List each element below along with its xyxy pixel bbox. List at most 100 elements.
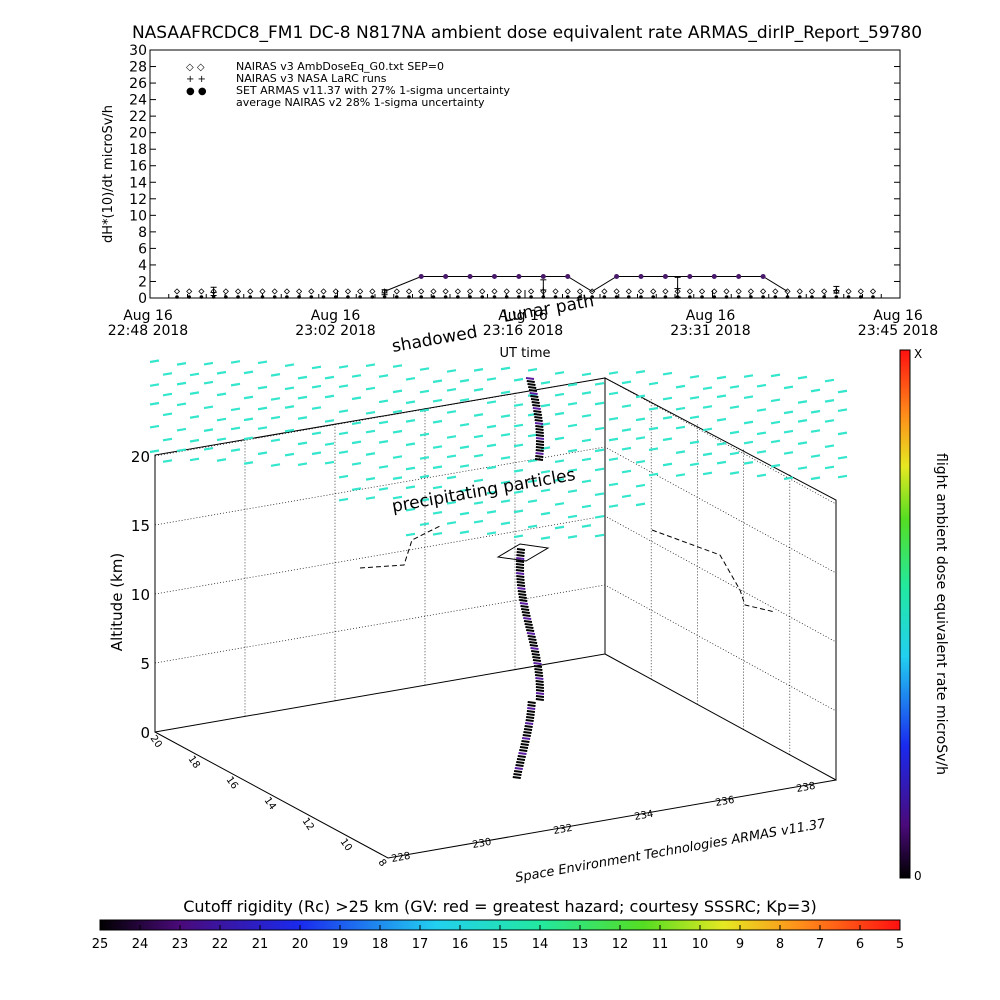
- particle-dash: [540, 488, 551, 493]
- particle-dash: [284, 386, 295, 391]
- flight-path-mark: [535, 428, 544, 431]
- armas-point: [480, 295, 485, 299]
- particle-dash: [824, 399, 835, 403]
- flight-path-mark: [516, 581, 525, 584]
- particle-dash: [756, 383, 767, 388]
- particle-dash: [783, 385, 794, 390]
- flight-path-mark: [531, 650, 540, 653]
- particle-dash: [608, 391, 619, 396]
- armas-point: [626, 295, 631, 299]
- particle-dash: [378, 440, 389, 444]
- particle-dash: [419, 456, 430, 460]
- armas-point: [553, 295, 558, 299]
- rigidity-tick-label: 16: [452, 937, 469, 952]
- particle-dash: [446, 435, 457, 439]
- particle-dash: [432, 510, 443, 515]
- ground-track-projection-left: [359, 525, 441, 569]
- z-tick-label: 10: [131, 586, 150, 604]
- particle-dash: [581, 438, 592, 443]
- nairas-v2-point: [418, 274, 424, 280]
- particle-dash: [243, 370, 254, 375]
- particle-dash: [351, 421, 362, 425]
- particle-dash: [176, 448, 187, 453]
- flight-path-mark: [535, 698, 544, 701]
- top-x-tick-label-line1: Aug 16: [498, 308, 548, 324]
- rigidity-tick-label: 17: [412, 937, 429, 952]
- flight-path-mark: [516, 758, 526, 761]
- flight-path-mark: [535, 434, 545, 437]
- nairas-v2-point: [687, 274, 693, 280]
- nairas-v2-point: [467, 274, 473, 280]
- particle-dash: [608, 457, 619, 462]
- altitude-gridline: [154, 515, 837, 643]
- particle-dash: [365, 429, 376, 434]
- particle-dash: [405, 400, 416, 405]
- rigidity-tick-label: 7: [816, 937, 824, 952]
- particle-dash: [243, 395, 254, 400]
- particle-dash: [216, 392, 227, 397]
- nairas-v3-diamond: [589, 288, 596, 295]
- particle-dash: [459, 398, 470, 402]
- particle-dash: [783, 451, 794, 455]
- armas-point: [736, 295, 741, 299]
- armas-point: [517, 295, 521, 299]
- particle-dash: [500, 456, 511, 460]
- nairas-v3-diamond: [772, 288, 779, 295]
- larc-plus: +: [380, 288, 388, 299]
- flight-path-mark: [535, 446, 545, 449]
- particle-dash: [635, 370, 646, 374]
- armas-point: [785, 295, 790, 299]
- particle-dash: [500, 366, 511, 371]
- nairas-v3-diamond: [344, 288, 352, 295]
- particle-dash: [203, 446, 214, 451]
- lon-tick-label: 228: [391, 851, 412, 865]
- nairas-v2-point: [540, 274, 546, 280]
- particle-dash: [567, 468, 578, 473]
- flight-path-mark: [518, 596, 527, 599]
- armas-point: [688, 295, 692, 299]
- particle-dash: [635, 417, 646, 422]
- lat-tick-label: 18: [186, 754, 202, 771]
- particle-dash: [540, 511, 551, 516]
- particle-dash: [446, 521, 457, 525]
- particle-dash: [648, 406, 659, 411]
- particle-dash: [527, 524, 538, 529]
- particle-dash: [176, 381, 187, 386]
- armas-point: [333, 295, 338, 299]
- shadowed-label: shadowed: [390, 322, 479, 357]
- nairas-v3-diamond: [479, 288, 486, 295]
- lat-tick-label: 16: [224, 775, 240, 792]
- flight-path-mark: [516, 551, 525, 554]
- particle-dash: [513, 509, 524, 514]
- particle-dash: [824, 465, 835, 470]
- particle-dash: [527, 368, 538, 372]
- particle-dash: [756, 431, 767, 436]
- nairas-v3-diamond: [869, 288, 877, 295]
- rigidity-tick-label: 20: [292, 937, 309, 952]
- rigidity-tick-label: 12: [612, 937, 629, 952]
- top-x-tick-label-line1: Aug 16: [686, 308, 736, 324]
- particle-dash: [662, 462, 673, 467]
- particle-dash: [432, 465, 443, 470]
- particle-dash: [270, 463, 281, 467]
- flight-path-mark: [535, 686, 545, 689]
- particle-dash: [486, 443, 497, 448]
- rigidity-tick-label: 23: [172, 937, 189, 952]
- particle-dash: [216, 417, 227, 422]
- flight-path-mark: [530, 395, 539, 398]
- cutoff-rigidity-colorbar: Cutoff rigidity (Rc) >25 km (GV: red = g…: [92, 897, 904, 952]
- top-y-tick-label: 18: [129, 142, 147, 158]
- armas-point: [346, 295, 350, 299]
- particle-dash: [621, 469, 632, 474]
- particle-dash: [392, 364, 403, 368]
- nairas-v3-diamond: [747, 288, 754, 295]
- larc-plus: +: [539, 285, 547, 296]
- particle-dash: [351, 487, 362, 491]
- flight-path-mark: [518, 752, 527, 755]
- particle-dash: [473, 519, 484, 524]
- particle-dash: [797, 400, 808, 404]
- flight-path-mark: [535, 449, 544, 452]
- top-y-tick-label: 12: [129, 192, 147, 208]
- armas-point: [797, 295, 802, 299]
